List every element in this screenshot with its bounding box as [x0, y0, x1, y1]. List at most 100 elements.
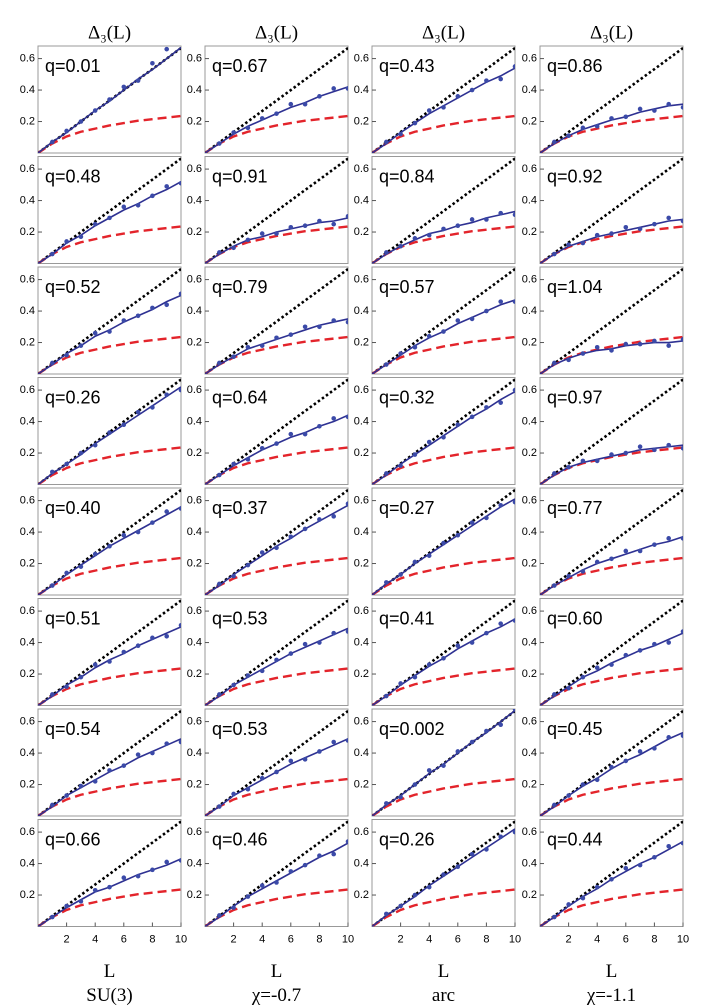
- data-point: [666, 215, 671, 221]
- dashed-curve: [372, 225, 515, 264]
- y-tick-label: 0.6: [20, 273, 35, 285]
- data-point: [245, 344, 251, 350]
- data-point: [150, 520, 155, 525]
- q-label: q=0.52: [45, 277, 101, 297]
- y-tick-label: 0.4: [354, 857, 369, 869]
- panel-frame: [204, 45, 349, 154]
- data-point: [666, 640, 671, 645]
- data-point: [345, 629, 348, 634]
- data-point: [217, 692, 222, 697]
- data-point: [552, 471, 557, 476]
- panel-frame: [371, 819, 516, 927]
- data-point: [217, 472, 222, 478]
- x-tick-label: 10: [175, 933, 187, 945]
- data-point: [469, 640, 475, 645]
- data-point: [259, 343, 265, 348]
- y-tick-label: 0.2: [522, 557, 537, 569]
- data-point: [217, 141, 222, 146]
- dashed-curve: [205, 225, 348, 264]
- y-tick-label: 0.4: [522, 526, 537, 538]
- dashed-curve: [540, 114, 683, 153]
- data-point: [245, 237, 251, 243]
- panel-frame: [204, 487, 349, 596]
- dashed-curve: [205, 114, 348, 153]
- data-point: [623, 758, 629, 764]
- data-point: [150, 305, 155, 311]
- data-point: [288, 431, 294, 437]
- data-point: [594, 884, 600, 890]
- data-point: [623, 548, 629, 554]
- data-point: [107, 329, 112, 334]
- data-point: [426, 662, 432, 667]
- panel-frame: [204, 598, 349, 706]
- data-point: [580, 458, 586, 464]
- plot-area: [540, 710, 683, 816]
- data-point: [331, 221, 337, 227]
- data-point: [580, 895, 586, 901]
- data-point: [164, 741, 169, 746]
- y-tick-label: 0.6: [20, 384, 35, 396]
- data-point: [121, 422, 127, 428]
- plot-area: [540, 599, 683, 706]
- dashed-curve: [38, 225, 181, 264]
- plot-area: [205, 599, 348, 706]
- q-label: q=0.37: [212, 498, 268, 518]
- y-tick-label: 0.4: [522, 857, 537, 869]
- y-tick-label: 0.4: [20, 194, 35, 206]
- data-point: [302, 526, 308, 532]
- panel-frame: [371, 487, 516, 596]
- data-point: [150, 750, 155, 756]
- q-label: q=0.26: [45, 387, 101, 407]
- y-tick-label: 0.2: [522, 115, 537, 127]
- data-point: [637, 226, 643, 232]
- data-point: [217, 913, 222, 918]
- panel-frame: [37, 708, 182, 817]
- solid-curve: [372, 299, 515, 374]
- data-point: [512, 299, 515, 304]
- y-tick-label: 0.2: [187, 115, 202, 127]
- data-point: [666, 735, 671, 740]
- data-point: [135, 529, 141, 535]
- panel-frame: [37, 598, 182, 706]
- x-tick-label: 10: [509, 933, 521, 945]
- plot-area: [205, 489, 348, 595]
- data-point: [484, 405, 489, 410]
- data-point: [498, 722, 504, 728]
- y-tick-label: 0.6: [354, 826, 369, 838]
- data-point: [580, 674, 586, 680]
- x-tick-label: 4: [92, 933, 98, 945]
- y-tick-label: 0.4: [187, 526, 202, 538]
- y-tick-label: 0.6: [522, 826, 537, 838]
- q-label: q=0.46: [212, 829, 268, 849]
- data-point: [609, 231, 614, 236]
- solid-curve: [205, 217, 348, 264]
- data-point: [274, 880, 279, 885]
- x-tick-label: 8: [483, 933, 489, 945]
- solid-curve: [205, 627, 348, 706]
- solid-curve: [38, 738, 181, 816]
- data-point: [609, 556, 614, 562]
- y-tick-label: 0.6: [187, 826, 202, 838]
- data-point: [484, 217, 489, 222]
- data-point: [652, 542, 657, 547]
- data-point: [623, 225, 629, 230]
- panel-frame: [539, 708, 684, 817]
- data-point: [92, 221, 98, 227]
- y-tick-label: 0.6: [354, 605, 369, 617]
- data-point: [164, 184, 169, 189]
- y-tick-label: 0.4: [187, 747, 202, 759]
- data-point: [566, 464, 571, 470]
- plot-area: [540, 157, 683, 264]
- data-point: [288, 225, 294, 230]
- data-point: [484, 630, 489, 636]
- data-point: [150, 61, 155, 66]
- data-point: [580, 569, 586, 574]
- y-tick-label: 0.2: [522, 778, 537, 790]
- y-tick-label: 0.4: [354, 415, 369, 427]
- y-tick-label: 0.4: [522, 194, 537, 206]
- plot-area: [372, 709, 515, 816]
- x-tick-label: 6: [121, 933, 127, 945]
- data-point: [92, 551, 98, 557]
- data-point: [512, 829, 515, 835]
- data-point: [552, 692, 557, 697]
